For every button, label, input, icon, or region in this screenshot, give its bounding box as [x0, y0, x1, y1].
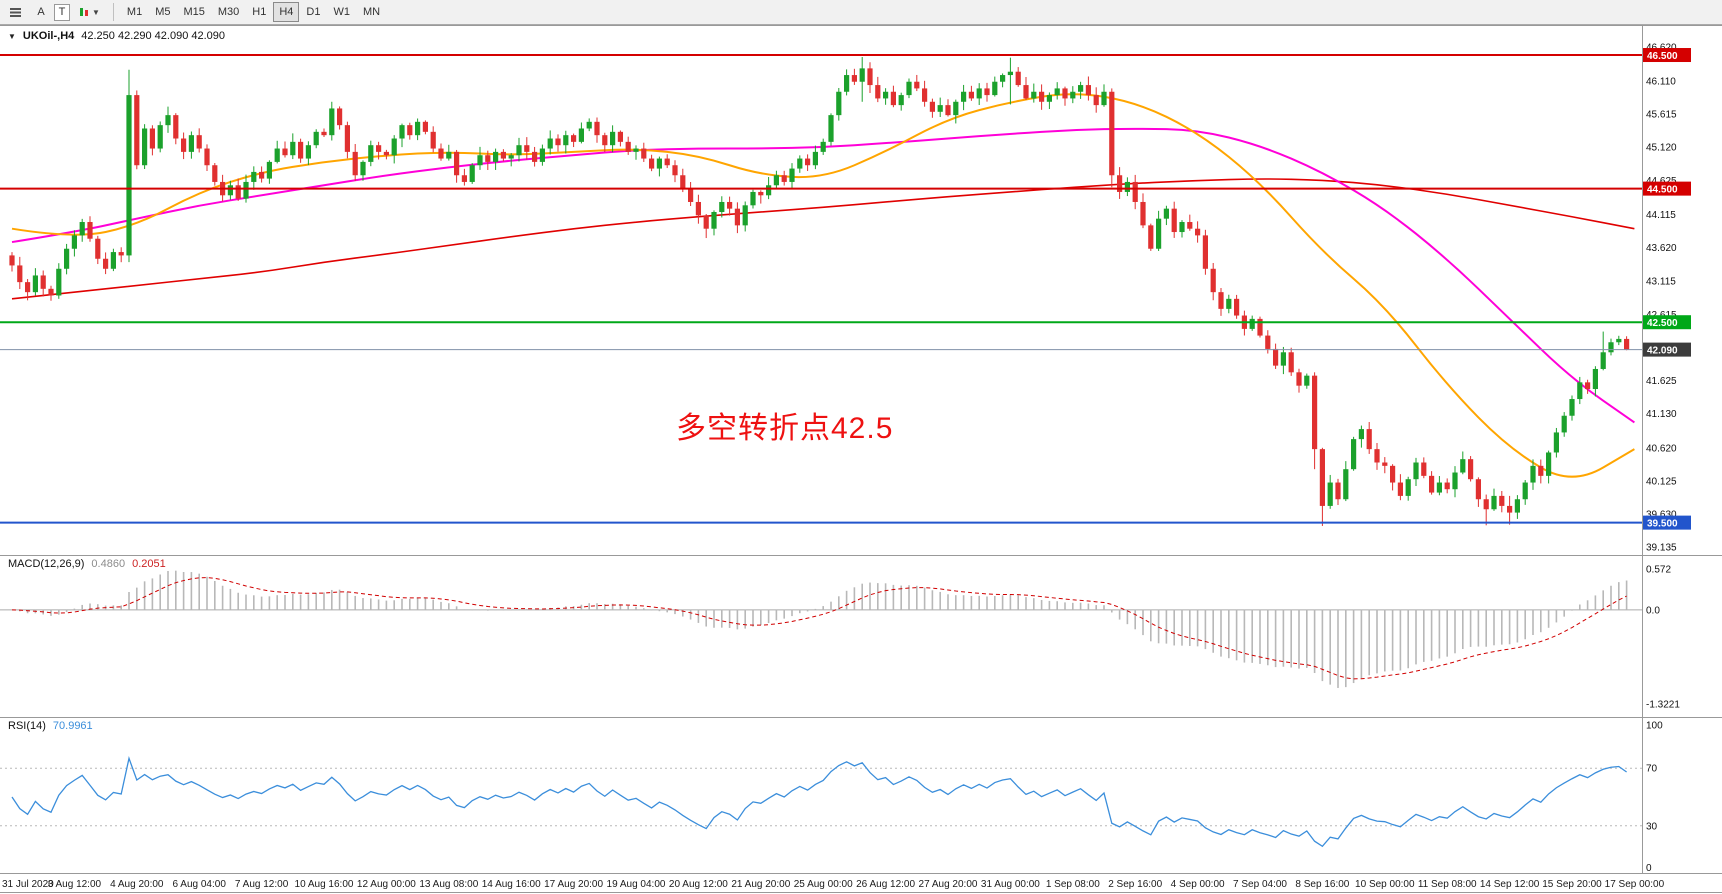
svg-text:4 Aug 20:00: 4 Aug 20:00: [110, 879, 164, 890]
chart-symbol-period: UKOil-,H4: [22, 30, 75, 42]
macd-signal-value: 0.2051: [132, 558, 166, 570]
rsi-value: 70.9961: [52, 720, 93, 732]
timeframe-button-m15[interactable]: M15: [177, 2, 210, 22]
svg-text:42.090: 42.090: [1647, 346, 1678, 357]
svg-text:31 Jul 2020: 31 Jul 2020: [2, 879, 54, 890]
collapse-triangle-icon: ▼: [8, 31, 16, 41]
svg-text:39.630: 39.630: [1646, 509, 1677, 520]
macd-name: MACD(12,26,9): [8, 558, 85, 570]
svg-text:31 Aug 00:00: 31 Aug 00:00: [981, 879, 1040, 890]
toolbar: A T ▼ M1 M5 M15 M30 H1 H4 D1 W1 MN: [0, 0, 1722, 25]
svg-text:0.572: 0.572: [1646, 565, 1671, 576]
svg-text:15 Sep 20:00: 15 Sep 20:00: [1542, 879, 1602, 890]
chart-canvas[interactable]: 46.620 46.110 45.615 45.120 44.625 44.115 43.6…: [0, 25, 1722, 893]
indicators-button[interactable]: ▼: [72, 2, 106, 22]
svg-text:8 Sep 16:00: 8 Sep 16:00: [1295, 879, 1349, 890]
timeframe-button-mn[interactable]: MN: [357, 2, 386, 22]
timeframe-button-m5[interactable]: M5: [149, 2, 176, 22]
text-tool-button[interactable]: T: [54, 3, 70, 21]
timeframe-button-d1[interactable]: D1: [300, 2, 326, 22]
svg-text:11 Sep 08:00: 11 Sep 08:00: [1418, 879, 1477, 890]
svg-text:17 Aug 20:00: 17 Aug 20:00: [544, 879, 603, 890]
svg-text:12 Aug 00:00: 12 Aug 00:00: [357, 879, 416, 890]
svg-text:46.110: 46.110: [1646, 77, 1676, 88]
svg-text:39.500: 39.500: [1647, 519, 1678, 530]
svg-text:30: 30: [1646, 821, 1658, 832]
rsi-name: RSI(14): [8, 720, 46, 732]
timeframe-button-m30[interactable]: M30: [212, 2, 245, 22]
svg-text:44.625: 44.625: [1646, 176, 1677, 187]
chart-ohlc-values: 42.250 42.290 42.090 42.090: [81, 30, 226, 42]
svg-text:46.500: 46.500: [1647, 51, 1678, 62]
chart-annotation-text: 多空转折点42.5: [676, 412, 894, 445]
svg-text:46.620: 46.620: [1646, 43, 1677, 54]
svg-text:45.120: 45.120: [1646, 143, 1677, 154]
svg-text:17 Sep 00:00: 17 Sep 00:00: [1605, 879, 1665, 890]
svg-text:14 Aug 16:00: 14 Aug 16:00: [482, 879, 541, 890]
svg-text:6 Aug 04:00: 6 Aug 04:00: [173, 879, 227, 890]
svg-text:19 Aug 04:00: 19 Aug 04:00: [607, 879, 666, 890]
svg-text:70: 70: [1646, 764, 1658, 775]
svg-text:100: 100: [1646, 721, 1663, 732]
svg-text:1 Sep 08:00: 1 Sep 08:00: [1046, 879, 1100, 890]
svg-text:14 Sep 12:00: 14 Sep 12:00: [1480, 879, 1540, 890]
bar-list-icon: [10, 7, 21, 17]
svg-text:3 Aug 12:00: 3 Aug 12:00: [48, 879, 102, 890]
svg-text:41.625: 41.625: [1646, 376, 1677, 387]
svg-text:20 Aug 12:00: 20 Aug 12:00: [669, 879, 728, 890]
svg-text:43.115: 43.115: [1646, 277, 1676, 288]
svg-text:7 Sep 04:00: 7 Sep 04:00: [1233, 879, 1287, 890]
timeframe-button-h4[interactable]: H4: [273, 2, 300, 22]
timeframe-button-w1[interactable]: W1: [327, 2, 356, 22]
charts-menu-button[interactable]: [3, 2, 28, 22]
svg-text:0: 0: [1646, 863, 1652, 874]
svg-text:21 Aug 20:00: 21 Aug 20:00: [731, 879, 790, 890]
svg-text:41.130: 41.130: [1646, 409, 1677, 420]
timeframe-button-m1[interactable]: M1: [121, 2, 148, 22]
svg-text:40.620: 40.620: [1646, 443, 1677, 454]
svg-text:26 Aug 12:00: 26 Aug 12:00: [856, 879, 915, 890]
chart-title: ▼ UKOil-,H4 42.250 42.290 42.090 42.090: [8, 30, 225, 42]
svg-text:10 Aug 16:00: 10 Aug 16:00: [295, 879, 354, 890]
timeframe-group: M1 M5 M15 M30 H1 H4 D1 W1 MN: [121, 2, 386, 22]
macd-label: MACD(12,26,9) 0.4860 0.2051: [8, 558, 166, 570]
svg-text:45.615: 45.615: [1646, 110, 1677, 121]
svg-text:43.620: 43.620: [1646, 243, 1677, 254]
toolbar-separator: [112, 3, 114, 21]
candlestick-icon: [80, 8, 88, 16]
dropdown-arrow-icon: ▼: [92, 7, 100, 17]
svg-text:40.125: 40.125: [1646, 476, 1677, 487]
svg-text:39.135: 39.135: [1646, 543, 1677, 554]
rsi-label: RSI(14) 70.9961: [8, 720, 93, 732]
macd-main-value: 0.4860: [91, 558, 126, 570]
svg-text:44.500: 44.500: [1647, 185, 1678, 196]
svg-text:4 Sep 00:00: 4 Sep 00:00: [1171, 879, 1225, 890]
svg-text:42.500: 42.500: [1647, 318, 1678, 329]
svg-text:27 Aug 20:00: 27 Aug 20:00: [919, 879, 978, 890]
timeframe-button-h1[interactable]: H1: [246, 2, 272, 22]
arrow-tool-button[interactable]: A: [30, 2, 52, 22]
svg-text:2 Sep 16:00: 2 Sep 16:00: [1108, 879, 1162, 890]
svg-text:0.0: 0.0: [1646, 605, 1660, 616]
chart-area: 46.620 46.110 45.615 45.120 44.625 44.115 43.6…: [0, 25, 1722, 893]
svg-text:10 Sep 00:00: 10 Sep 00:00: [1355, 879, 1415, 890]
svg-text:25 Aug 00:00: 25 Aug 00:00: [794, 879, 853, 890]
svg-text:13 Aug 08:00: 13 Aug 08:00: [419, 879, 478, 890]
svg-text:-1.3221: -1.3221: [1646, 700, 1680, 711]
svg-text:44.115: 44.115: [1646, 210, 1676, 221]
svg-text:7 Aug 12:00: 7 Aug 12:00: [235, 879, 289, 890]
